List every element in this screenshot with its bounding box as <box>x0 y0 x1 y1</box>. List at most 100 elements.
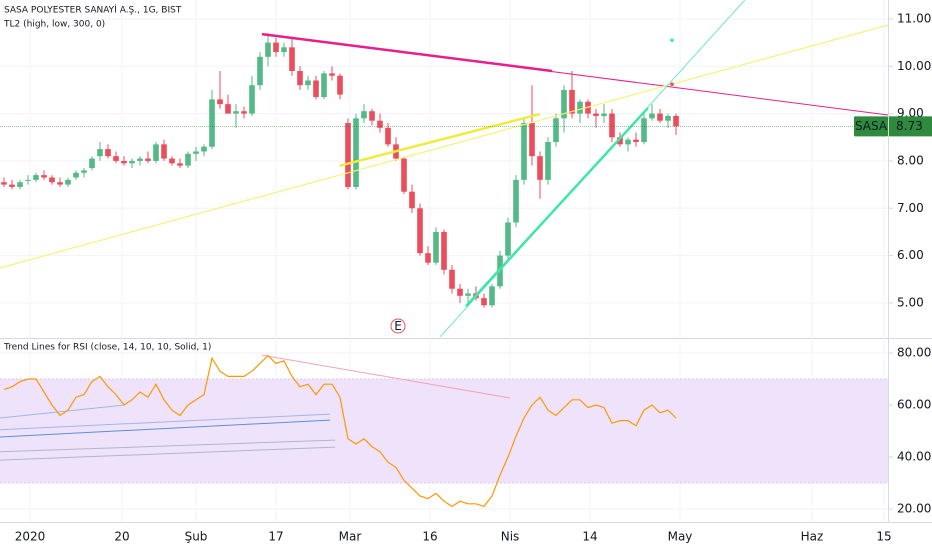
candle-body <box>577 101 583 114</box>
candle-body <box>129 160 135 164</box>
candle-body <box>81 170 87 173</box>
symbol-box <box>854 116 888 137</box>
rsi-trend-line <box>0 446 336 461</box>
x-tick-label: Haz <box>801 530 824 544</box>
price-pane: E <box>0 0 888 337</box>
candle-body <box>65 179 71 185</box>
y-tick-label: 40.00 <box>897 450 931 464</box>
rsi-trend-line <box>0 439 336 453</box>
x-tick-label: 17 <box>268 530 283 544</box>
candle-body <box>409 191 415 209</box>
rsi-trend-line <box>0 413 331 431</box>
marker <box>670 82 674 87</box>
x-tick-label: 16 <box>422 530 437 544</box>
candle-body <box>441 231 447 270</box>
candle-body <box>121 160 127 164</box>
candle-body <box>273 42 279 53</box>
rsi-line <box>3 354 677 508</box>
rsi-trend-line <box>261 354 511 399</box>
candle-body <box>161 144 167 159</box>
candle-body <box>489 286 495 306</box>
indicator-title: TL2 (high, low, 300, 0) <box>3 20 105 30</box>
candle-body <box>529 123 535 157</box>
candle-body <box>641 118 647 142</box>
y-tick-label: 11.00 <box>897 11 931 25</box>
candle-body <box>601 113 607 116</box>
trend-line <box>339 112 541 167</box>
candle-body <box>201 146 207 152</box>
candle-body <box>593 113 599 116</box>
rsi-trend-line <box>0 419 331 438</box>
candle-body <box>633 139 639 142</box>
candle-body <box>337 75 343 95</box>
candle-body <box>617 137 623 145</box>
y-tick-label: 5.00 <box>897 295 924 309</box>
candle-body <box>537 156 543 180</box>
candle-body <box>329 73 335 76</box>
candle-body <box>569 89 575 114</box>
candle-body <box>433 231 439 263</box>
candle-body <box>313 80 319 98</box>
marker <box>670 38 674 43</box>
candle-body <box>57 182 63 185</box>
candle-body <box>561 89 567 119</box>
candle-body <box>281 47 287 53</box>
candle-body <box>649 113 655 119</box>
candle-body <box>521 123 527 180</box>
candle-body <box>625 139 631 145</box>
candle-body <box>41 175 47 178</box>
candle-body <box>177 163 183 166</box>
candle-body <box>513 179 519 223</box>
candle-body <box>673 115 679 127</box>
candle-body <box>113 156 119 161</box>
chart-title: SASA POLYESTER SANAYİ A.Ş., 1G, BIST <box>4 5 182 16</box>
candle-body <box>217 99 223 105</box>
candle-body <box>249 85 255 114</box>
candle-body <box>369 111 375 121</box>
rsi-pane <box>0 340 888 522</box>
trend-line <box>0 24 888 269</box>
candle-body <box>265 42 271 57</box>
candle-body <box>657 113 663 121</box>
candle-body <box>225 104 231 114</box>
candle-body <box>97 149 103 157</box>
price-box <box>889 116 932 137</box>
candle-body <box>233 111 239 114</box>
candle-body <box>377 120 383 128</box>
candle-body <box>553 118 559 142</box>
rsi-title: Trend Lines for RSI (close, 14, 10, 10, … <box>3 343 211 353</box>
price-label: 8.73 <box>896 119 923 133</box>
candle-body <box>25 179 31 181</box>
candle-body <box>193 151 199 154</box>
candle-body <box>89 158 95 169</box>
candle-body <box>321 73 327 98</box>
candle-body <box>49 177 55 183</box>
candle-body <box>145 158 151 161</box>
candle-body <box>457 288 463 296</box>
x-tick-label: Şub <box>185 530 208 544</box>
y-tick-label: 8.00 <box>897 153 924 167</box>
y-tick-label: 6.00 <box>897 248 924 262</box>
candle-body <box>545 141 551 180</box>
x-tick-label: 14 <box>582 530 597 544</box>
y-tick-label: 80.00 <box>897 346 931 360</box>
candle-body <box>665 115 671 121</box>
candle-body <box>353 118 359 187</box>
candle-body <box>289 47 295 71</box>
candle-body <box>361 111 367 119</box>
trend-line <box>465 107 649 308</box>
candle-body <box>9 184 15 187</box>
x-tick-label: Nis <box>501 530 520 544</box>
candle-body <box>385 127 391 145</box>
candle-body <box>505 222 511 256</box>
x-tick-label: 20 <box>114 530 129 544</box>
candle-body <box>33 175 39 180</box>
x-tick-label: 2020 <box>15 530 46 544</box>
candle-body <box>241 111 247 114</box>
candle-body <box>345 123 351 187</box>
candle-body <box>209 99 215 147</box>
x-tick-label: Mar <box>339 530 362 544</box>
candle-body <box>305 80 311 86</box>
